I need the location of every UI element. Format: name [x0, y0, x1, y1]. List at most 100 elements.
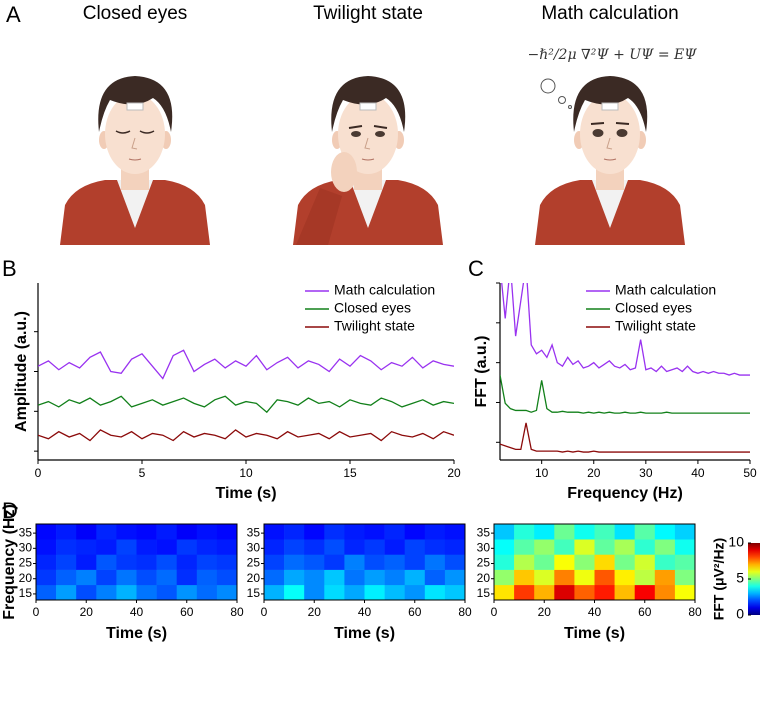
heat-cell: [116, 524, 137, 540]
heat-cell: [324, 539, 345, 555]
heat-cell: [116, 584, 137, 601]
heat-cell: [304, 584, 325, 601]
illustration-title: Math calculation: [541, 3, 678, 24]
heat-cell: [56, 569, 77, 586]
heat-cell: [136, 554, 157, 570]
heat-cell: [494, 584, 515, 601]
y-tick-label: 20: [19, 571, 33, 585]
heat-cell: [384, 524, 405, 540]
heat-cell: [156, 569, 177, 586]
heat-cell: [654, 539, 676, 555]
y-tick-label: 35: [19, 525, 33, 539]
heat-cell: [634, 584, 656, 601]
x-tick-label: 80: [688, 605, 702, 619]
heat-cell: [344, 554, 365, 570]
heat-cell: [324, 569, 345, 586]
heat-cell: [96, 584, 117, 601]
legend-label: Math calculation: [334, 282, 435, 298]
illustration-title: Twilight state: [313, 3, 423, 24]
heat-cell: [654, 584, 676, 601]
heat-cell: [634, 524, 656, 540]
colorbar-tick-label: 0: [736, 606, 744, 622]
heat-cell: [674, 524, 696, 540]
heat-cell: [56, 524, 77, 540]
person-closed-eyes: [59, 75, 211, 246]
thought-bubble: [540, 78, 556, 94]
heat-cell: [364, 539, 385, 555]
heat-cell: [76, 524, 97, 540]
heat-cell: [176, 524, 198, 540]
sleeve: [296, 188, 342, 245]
heat-cell: [196, 539, 218, 555]
x-tick-label: 20: [80, 605, 94, 619]
heat-cell: [264, 569, 285, 586]
heat-cell: [156, 524, 177, 540]
x-tick-label: 0: [33, 605, 40, 619]
heat-cell: [614, 539, 635, 555]
x-axis-label: Time (s): [106, 625, 167, 642]
heat-cell: [634, 539, 656, 555]
colorbar-tick-label: 5: [736, 570, 744, 586]
heat-cell: [156, 554, 177, 570]
heat-cell: [614, 554, 635, 570]
thought-bubble: [568, 105, 572, 109]
heat-cell: [634, 569, 656, 586]
heat-cell: [594, 524, 615, 540]
heat-cell: [264, 584, 285, 601]
legend-label: Twilight state: [615, 318, 696, 334]
legend-label: Closed eyes: [334, 300, 411, 316]
legend-label: Math calculation: [615, 282, 716, 298]
heat-cell: [76, 539, 97, 555]
x-tick-label: 20: [447, 466, 461, 480]
heat-cell: [324, 524, 345, 540]
heat-cell: [534, 554, 555, 570]
heat-cell: [594, 584, 615, 601]
heat-cell: [304, 524, 325, 540]
x-axis-label: Time (s): [334, 625, 395, 642]
heat-cell: [196, 524, 218, 540]
heat-cell: [216, 569, 238, 586]
heat-cell: [384, 539, 405, 555]
person-math: [534, 75, 686, 246]
eye: [375, 131, 385, 137]
heat-cell: [76, 554, 97, 570]
colorbar: [748, 543, 760, 615]
series-line: [500, 422, 750, 453]
heat-cell: [284, 524, 305, 540]
x-tick-label: 5: [139, 466, 146, 480]
heat-cell: [324, 554, 345, 570]
heat-cell: [344, 524, 365, 540]
legend-label: Twilight state: [334, 318, 415, 334]
brows: [590, 122, 630, 125]
y-axis-label: FFT (a.u.): [473, 336, 490, 408]
heat-cell: [574, 539, 595, 555]
heat-cell: [674, 539, 696, 555]
heat-cell: [344, 539, 365, 555]
x-tick-label: 60: [638, 605, 652, 619]
x-tick-label: 40: [691, 466, 705, 480]
x-tick-label: 50: [743, 466, 757, 480]
heat-cell: [514, 524, 535, 540]
heat-cell: [594, 554, 615, 570]
heat-cell: [216, 539, 238, 555]
heat-cell: [56, 584, 77, 601]
heat-cell: [554, 569, 575, 586]
heat-cell: [116, 539, 137, 555]
heat-cell: [574, 554, 595, 570]
heat-cell: [156, 584, 177, 601]
x-axis-label: Time (s): [564, 625, 625, 642]
x-tick-label: 10: [239, 466, 253, 480]
heat-cell: [264, 554, 285, 570]
x-tick-label: 40: [588, 605, 602, 619]
x-tick-label: 0: [491, 605, 498, 619]
x-tick-label: 0: [35, 466, 42, 480]
closed-eyes: [115, 130, 155, 134]
heat-cell: [196, 569, 218, 586]
heat-cell: [324, 584, 345, 601]
y-tick-label: 15: [247, 586, 261, 600]
series-line: [38, 429, 454, 442]
x-tick-label: 10: [535, 466, 549, 480]
heat-cell: [424, 539, 446, 555]
series-line: [501, 283, 750, 376]
